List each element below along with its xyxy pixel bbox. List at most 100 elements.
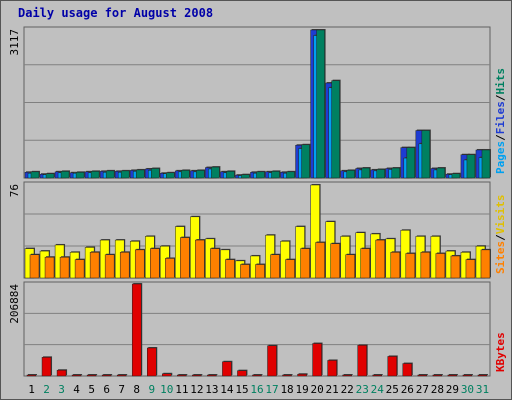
bar-hits-25 [392, 168, 400, 178]
x-tick-label: 11 [175, 383, 188, 396]
bar-sites-27 [421, 252, 430, 278]
bar-hits-27 [422, 131, 430, 178]
x-tick-label: 3 [58, 383, 65, 396]
bar-kbytes-28 [433, 375, 442, 376]
bar-sites-17 [271, 255, 280, 278]
bar-hits-29 [452, 174, 460, 178]
bar-kbytes-17 [268, 346, 277, 376]
legend-entry: Sites [494, 241, 507, 274]
bar-kbytes-3 [57, 370, 66, 376]
bar-hits-12 [196, 170, 204, 178]
bar-kbytes-13 [207, 375, 216, 376]
x-tick-label: 31 [476, 383, 489, 396]
x-tick-label: 1 [28, 383, 35, 396]
bar-sites-6 [105, 255, 114, 278]
legend-entry: Files [494, 101, 507, 134]
bar-hits-13 [211, 167, 219, 178]
x-tick-label: 22 [341, 383, 354, 396]
bar-kbytes-21 [328, 360, 337, 376]
bar-kbytes-26 [403, 364, 412, 376]
bar-hits-24 [377, 169, 385, 178]
bar-sites-4 [75, 260, 84, 278]
bar-hits-19 [302, 145, 310, 178]
x-tick-label: 14 [220, 383, 234, 396]
bar-hits-4 [76, 172, 84, 178]
bar-kbytes-19 [298, 374, 307, 376]
x-tick-label: 7 [118, 383, 125, 396]
bar-hits-3 [61, 171, 69, 178]
panel-max-label: 76 [8, 184, 21, 197]
x-tick-label: 9 [148, 383, 155, 396]
x-tick-label: 4 [73, 383, 80, 396]
bar-kbytes-14 [222, 362, 231, 376]
x-tick-label: 2 [43, 383, 50, 396]
bar-kbytes-31 [478, 375, 487, 376]
x-tick-label: 15 [235, 383, 248, 396]
x-tick-label: 30 [461, 383, 474, 396]
bar-sites-11 [180, 238, 189, 278]
bar-sites-22 [346, 255, 355, 278]
bar-hits-30 [467, 155, 475, 178]
bar-hits-20 [317, 30, 325, 178]
bar-hits-22 [347, 170, 355, 178]
x-tick-label: 27 [416, 383, 429, 396]
bar-kbytes-25 [388, 356, 397, 376]
bar-sites-31 [481, 250, 490, 278]
bar-sites-21 [331, 244, 340, 278]
bar-kbytes-6 [102, 375, 111, 376]
bar-hits-9 [151, 169, 159, 178]
bar-sites-3 [60, 257, 69, 278]
x-tick-label: 19 [295, 383, 308, 396]
bar-kbytes-22 [343, 375, 352, 376]
bar-kbytes-27 [418, 375, 427, 376]
bar-sites-14 [225, 260, 234, 278]
x-tick-label: 29 [446, 383, 459, 396]
bar-sites-15 [240, 265, 249, 278]
bar-hits-16 [256, 172, 264, 178]
bar-kbytes-24 [373, 375, 382, 376]
x-tick-label: 10 [160, 383, 173, 396]
x-tick-label: 5 [88, 383, 95, 396]
x-tick-label: 25 [386, 383, 399, 396]
bar-kbytes-8 [132, 284, 141, 376]
legend-entry: Pages [494, 141, 507, 174]
bar-sites-29 [451, 256, 460, 278]
x-tick-label: 23 [356, 383, 369, 396]
bar-hits-14 [226, 171, 234, 178]
bar-kbytes-9 [147, 348, 156, 376]
bar-hits-5 [91, 171, 99, 178]
bar-sites-16 [255, 265, 264, 278]
bar-sites-5 [90, 252, 99, 278]
bar-hits-23 [362, 168, 370, 178]
bar-sites-26 [406, 254, 415, 278]
x-tick-label: 8 [133, 383, 140, 396]
panel-max-label: 206884 [8, 284, 21, 324]
bar-sites-2 [45, 257, 54, 278]
panel-kbytes [24, 282, 490, 376]
x-tick-label: 6 [103, 383, 110, 396]
bar-kbytes-4 [72, 375, 81, 376]
bar-sites-7 [120, 252, 129, 278]
bar-hits-15 [241, 175, 249, 178]
bar-kbytes-11 [177, 375, 186, 376]
bar-sites-30 [466, 260, 475, 278]
bar-hits-31 [482, 150, 490, 178]
bar-kbytes-29 [448, 375, 457, 376]
bar-hits-28 [437, 168, 445, 178]
bar-hits-7 [121, 171, 129, 178]
bar-kbytes-20 [313, 344, 322, 376]
legend-entry: Visits [494, 195, 507, 235]
bar-kbytes-2 [42, 357, 51, 376]
bar-sites-28 [436, 254, 445, 278]
bar-hits-2 [46, 174, 54, 178]
x-tick-label: 16 [250, 383, 263, 396]
bar-sites-12 [195, 240, 204, 278]
x-tick-label: 18 [280, 383, 293, 396]
panel-legend: Pages/Files/Hits [494, 68, 507, 174]
bar-sites-10 [165, 258, 174, 278]
bar-kbytes-10 [162, 374, 171, 376]
bar-hits-18 [287, 172, 295, 178]
bar-kbytes-30 [463, 375, 472, 376]
bar-sites-23 [361, 249, 370, 278]
bar-sites-25 [391, 252, 400, 278]
